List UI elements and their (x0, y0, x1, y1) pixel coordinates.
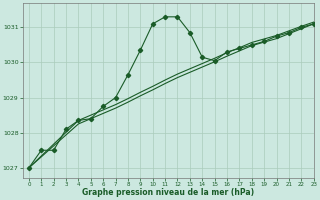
X-axis label: Graphe pression niveau de la mer (hPa): Graphe pression niveau de la mer (hPa) (82, 188, 254, 197)
